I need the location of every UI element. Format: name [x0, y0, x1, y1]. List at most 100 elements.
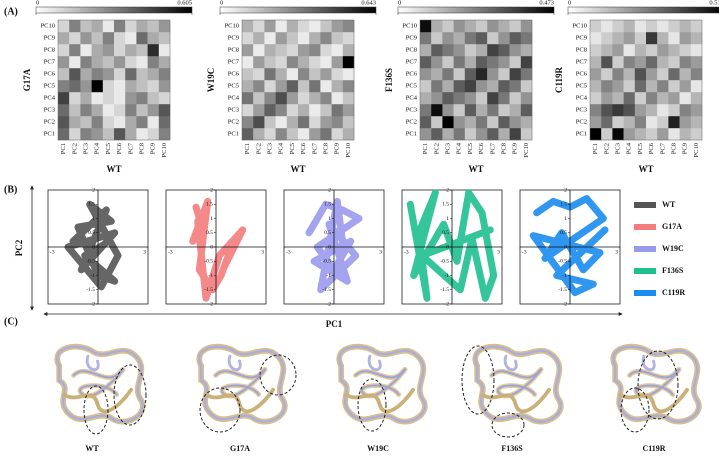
heatmap-cell — [125, 68, 137, 81]
heatmap-cell — [476, 68, 488, 81]
heatmap-cell — [80, 56, 92, 69]
y-tick-label: PC10 — [403, 22, 417, 29]
heatmap-cell — [331, 80, 343, 93]
heatmap-cell — [102, 128, 115, 141]
heatmap-cell — [487, 128, 499, 141]
heatmap-cell — [102, 80, 115, 93]
legend-swatch — [634, 246, 656, 252]
heatmap-cell — [320, 56, 332, 69]
heatmap-cell — [242, 20, 254, 33]
heatmap-cell — [125, 20, 137, 33]
heatmap-cell — [431, 56, 443, 69]
heatmap-cell — [464, 80, 477, 93]
heatmap-cell — [69, 20, 81, 33]
heatmap-cell — [453, 104, 465, 117]
x-tick-label: PC8 — [138, 143, 145, 154]
y-tick-label: 0 — [92, 244, 95, 250]
y-tick-label: 0 — [564, 244, 567, 250]
y-tick-label: PC2 — [228, 118, 239, 125]
y-tick-label: -1 — [444, 273, 449, 279]
heatmap-cell — [253, 20, 265, 33]
heatmap-cell — [420, 116, 432, 129]
heatmap-cell — [657, 116, 669, 129]
heatmap-cell — [679, 68, 691, 81]
heatmap-cell — [331, 104, 343, 117]
heatmap-cell — [679, 20, 691, 33]
heatmap-cell — [80, 116, 92, 129]
heatmap-cell — [634, 128, 647, 141]
heatmap-cell — [420, 56, 432, 69]
y-tick-label: PC6 — [576, 70, 588, 77]
heatmap-cell — [634, 116, 647, 129]
heatmap-cell — [264, 68, 276, 81]
heatmap-cell — [114, 20, 126, 33]
heatmap-cell — [320, 116, 332, 129]
heatmap-cell — [298, 116, 310, 129]
y-tick-label: PC5 — [228, 82, 239, 89]
heatmap-cell — [58, 32, 70, 45]
heatmap-cell — [286, 80, 299, 93]
heatmap-cell — [102, 116, 115, 129]
heatmap-cell — [320, 44, 332, 57]
heatmap-cell — [612, 32, 624, 45]
heatmap-cell — [612, 80, 624, 93]
heatmap-cell — [102, 20, 115, 33]
heatmap-cell — [453, 128, 465, 141]
heatmap-cell — [91, 32, 103, 45]
heatmap-cell — [431, 92, 443, 105]
x-tick-label: PC2 — [255, 143, 262, 154]
heatmap-cell — [668, 44, 680, 57]
heatmap-cell — [158, 104, 171, 117]
legend-swatch — [634, 224, 656, 230]
heatmap-cell — [690, 20, 703, 33]
colorbar-label: 0 — [568, 0, 571, 6]
legend-label: C119R — [662, 288, 685, 297]
heatmap-cell — [320, 20, 332, 33]
colorbar-label: 0 — [398, 0, 401, 6]
y-tick-label: 1 — [446, 216, 449, 222]
structure-label: WT — [85, 444, 99, 453]
heatmap-cell — [431, 44, 443, 57]
heatmap-cell — [58, 20, 70, 33]
x-tick-label: PC2 — [433, 143, 440, 154]
heatmap-cell — [342, 80, 355, 93]
heatmap-cell — [102, 32, 115, 45]
heatmap-cell — [80, 104, 92, 117]
heatmap-cell — [91, 20, 103, 33]
heatmap-cell — [298, 68, 310, 81]
heatmap-cell — [590, 116, 602, 129]
heatmap-cell — [612, 56, 624, 69]
heatmap-cell — [431, 116, 443, 129]
heatmap-cell — [431, 32, 443, 45]
y-tick-label: PC9 — [406, 34, 417, 41]
heatmap-cell — [498, 116, 510, 129]
y-tick-label: PC5 — [406, 82, 417, 89]
x-tick-label: PC3 — [82, 143, 89, 154]
heatmap-cell — [58, 92, 70, 105]
y-tick-label: 1.5 — [324, 202, 331, 208]
heatmap-cell — [275, 56, 287, 69]
colorbar-label: 0.643 — [361, 0, 376, 6]
x-tick-label: PC1 — [422, 143, 429, 154]
x-tick-label: PC10 — [161, 143, 168, 157]
heatmap-cell — [601, 44, 613, 57]
heatmap-cell — [509, 56, 521, 69]
heatmap-cell — [601, 92, 613, 105]
heatmap-cell — [464, 32, 477, 45]
y-tick-label: PC10 — [41, 22, 55, 29]
heatmap-cell — [264, 128, 276, 141]
heatmap-cell — [487, 92, 499, 105]
heatmap-cell — [125, 32, 137, 45]
y-tick-label: -1.5 — [204, 287, 213, 293]
heatmap-cell — [657, 80, 669, 93]
heatmap-cell — [442, 92, 454, 105]
heatmap-cell — [309, 68, 321, 81]
heatmap-cell — [634, 56, 647, 69]
heatmap-cell — [136, 80, 148, 93]
heatmap-cell — [136, 56, 148, 69]
heatmap-cell — [487, 80, 499, 93]
heatmap-cell — [420, 92, 432, 105]
heatmap-cell — [420, 104, 432, 117]
heatmap-cell — [634, 44, 647, 57]
heatmap-cell — [679, 32, 691, 45]
